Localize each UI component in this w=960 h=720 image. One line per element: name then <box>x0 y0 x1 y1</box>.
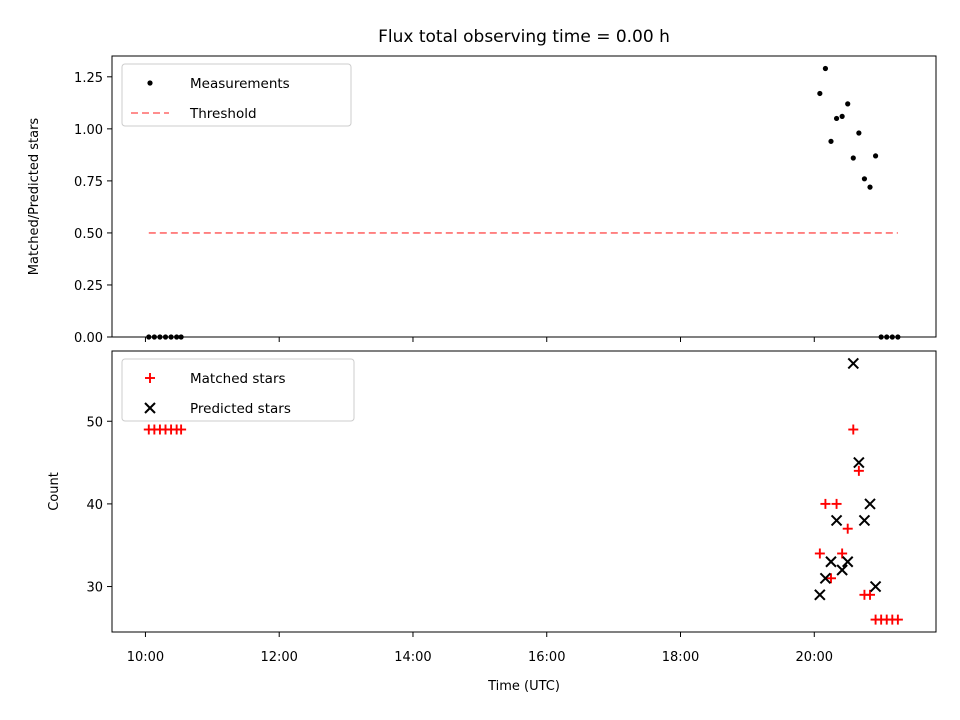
data-point <box>853 465 864 476</box>
x-tick-label: 20:00 <box>796 650 833 665</box>
legend: Matched stars Predicted stars <box>121 358 355 422</box>
data-point <box>822 65 829 72</box>
series-matched-stars <box>143 424 903 625</box>
x-tick-label: 18:00 <box>662 650 699 665</box>
data-point <box>869 580 882 593</box>
axes-frame <box>111 350 937 633</box>
y-tick-label: 0.75 <box>74 175 103 190</box>
data-point <box>814 589 826 601</box>
data-point <box>856 130 862 136</box>
legend-label: Threshold <box>189 106 257 122</box>
data-point <box>872 153 879 159</box>
y-tick-label: 0.50 <box>74 227 103 242</box>
legend-marker <box>144 402 156 414</box>
x-tick-label: 16:00 <box>528 650 565 665</box>
y-axis-label: Count <box>47 472 62 511</box>
data-point <box>825 573 836 584</box>
y-tick-label: 1.25 <box>74 71 103 86</box>
top-chart-title: Flux total observing time = 0.00 h <box>378 27 670 47</box>
data-point <box>830 514 843 527</box>
legend-label: Measurements <box>190 76 290 92</box>
data-point <box>817 90 823 97</box>
data-point <box>847 357 859 370</box>
data-point <box>864 498 876 510</box>
y-tick-label: 40 <box>86 498 103 513</box>
y-axis-label: Matched/Predicted stars <box>27 118 42 276</box>
data-point <box>845 101 851 107</box>
data-point <box>828 138 834 144</box>
x-tick-label: 14:00 <box>394 650 431 665</box>
data-point <box>831 498 842 509</box>
data-point <box>842 556 854 568</box>
series-measurements <box>146 65 901 340</box>
data-point <box>858 514 871 527</box>
data-point <box>833 115 840 122</box>
data-point <box>836 564 848 576</box>
y-tick-label: 30 <box>86 581 103 596</box>
data-point <box>850 155 856 161</box>
axes-frame <box>111 55 937 338</box>
y-tick-label: 50 <box>86 415 103 430</box>
data-point <box>837 548 848 559</box>
data-point <box>861 176 868 182</box>
data-point <box>853 456 865 469</box>
data-point <box>839 113 845 119</box>
y-tick-label: 0.00 <box>74 331 103 346</box>
x-tick-label: 12:00 <box>260 650 297 665</box>
x-tick-label: 10:00 <box>127 650 164 665</box>
data-point <box>825 556 837 568</box>
data-point <box>814 548 825 559</box>
data-point <box>867 184 873 190</box>
x-axis-label: Time (UTC) <box>487 679 560 694</box>
data-point <box>819 572 832 584</box>
y-tick-label: 0.25 <box>74 279 103 294</box>
legend: Measurements Threshold <box>121 63 352 127</box>
legend-label: Matched stars <box>190 371 286 387</box>
top-panel: 0.00 0.25 0.50 0.75 1.00 1.25 Matched/Predicte… <box>27 55 937 346</box>
legend-marker <box>147 80 153 86</box>
data-point <box>892 614 903 625</box>
data-point <box>842 523 853 534</box>
data-point <box>865 589 876 600</box>
series-predicted-stars <box>814 357 882 601</box>
bottom-panel: 30 40 50 10:00 12:00 14:00 16:00 18:00 20:00 Coun… <box>47 350 937 665</box>
data-point <box>820 498 831 509</box>
data-point <box>848 424 859 435</box>
legend-label: Predicted stars <box>190 401 291 417</box>
legend-box <box>121 358 355 422</box>
data-point <box>176 424 187 435</box>
legend-marker <box>145 373 155 383</box>
legend-box <box>121 63 352 127</box>
y-tick-label: 1.00 <box>74 123 103 138</box>
